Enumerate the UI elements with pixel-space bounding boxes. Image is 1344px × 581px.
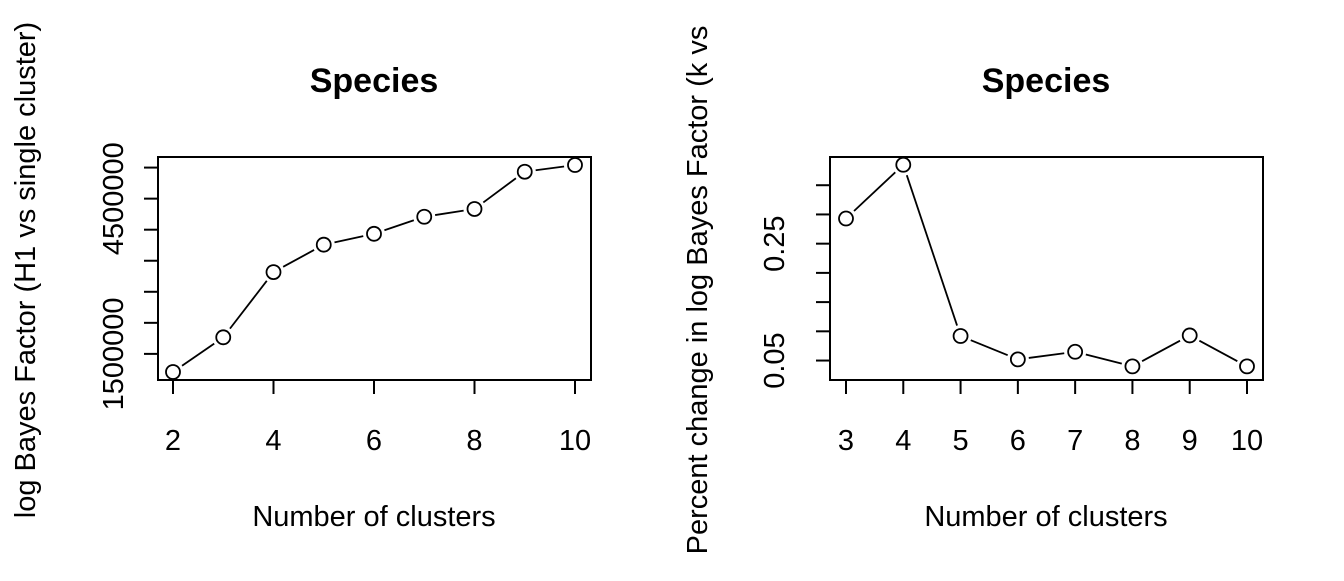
x-tick-label: 4 — [895, 425, 911, 457]
data-point — [416, 208, 433, 225]
data-point — [952, 328, 969, 344]
series-line-segment — [181, 342, 215, 367]
y-axis-ticks: 0.05 0.25 — [759, 184, 830, 389]
data-point — [1181, 327, 1198, 344]
data-point — [1067, 343, 1084, 360]
data-point — [215, 329, 232, 346]
series-line-segment — [434, 209, 464, 216]
x-axis-ticks: 2 4 6 8 10 — [165, 380, 591, 457]
x-tick-label: 7 — [1067, 425, 1083, 457]
data-point — [1239, 358, 1255, 375]
series-line-segment — [1141, 339, 1181, 362]
series-line-segment — [334, 235, 364, 244]
series-line-segment — [905, 174, 958, 326]
plot-frame — [157, 156, 592, 381]
x-tick-label: 8 — [1124, 425, 1140, 457]
data-point — [838, 210, 854, 227]
series-line-segment — [970, 339, 1009, 357]
data-point — [1009, 351, 1026, 368]
y-axis-label: log Bayes Factor (H1 vs single cluster) — [10, 22, 42, 518]
y-tick-label: 1500000 — [98, 297, 130, 410]
x-axis-label: Number of clusters — [924, 501, 1167, 533]
data-point — [1124, 358, 1141, 375]
series-line-segment — [229, 280, 268, 330]
x-tick-label: 4 — [265, 425, 281, 457]
x-tick-label: 8 — [466, 425, 482, 457]
series-line-segment — [1198, 339, 1238, 362]
x-tick-label: 10 — [1231, 425, 1263, 457]
y-tick-label: 0.05 — [759, 332, 791, 388]
series-line-segment — [1085, 353, 1122, 365]
x-tick-label: 2 — [165, 425, 181, 457]
chart-title: Species — [310, 62, 439, 100]
x-tick-label: 5 — [953, 425, 969, 457]
series-line-segment — [1028, 352, 1065, 359]
x-tick-label: 9 — [1182, 425, 1198, 457]
data-point — [516, 163, 533, 180]
data-series — [838, 156, 1255, 375]
x-tick-label: 3 — [838, 425, 854, 457]
chart-title: Species — [982, 62, 1111, 100]
data-point — [366, 225, 382, 242]
y-tick-label: 4500000 — [98, 142, 130, 255]
data-point — [165, 364, 181, 380]
data-series — [165, 157, 583, 380]
data-point — [315, 236, 332, 253]
y-tick-label: 0.25 — [759, 215, 791, 271]
series-line-segment — [482, 177, 517, 204]
series-line-segment — [535, 165, 565, 172]
data-point — [265, 264, 282, 281]
y-axis-ticks: 1500000 4500000 — [98, 142, 158, 410]
data-point — [567, 157, 583, 173]
data-point — [466, 201, 483, 217]
x-tick-label: 6 — [1010, 425, 1026, 457]
x-tick-label: 10 — [559, 425, 591, 457]
plot-frame — [829, 156, 1264, 381]
chart-panel-left: Species Number of clusters log Bayes Fac… — [10, 22, 592, 533]
x-tick-label: 6 — [366, 425, 382, 457]
series-line-segment — [384, 219, 415, 232]
series-line-segment — [853, 171, 896, 212]
x-axis-ticks: 3 4 5 6 7 8 9 10 — [838, 380, 1263, 457]
data-point — [895, 156, 912, 173]
y-axis-label: Percent change in log Bayes Factor (k vs — [682, 26, 714, 555]
chart-panel-right: Species Number of clusters Percent chang… — [682, 26, 1264, 555]
x-axis-label: Number of clusters — [252, 501, 495, 533]
series-line-segment — [282, 249, 315, 268]
